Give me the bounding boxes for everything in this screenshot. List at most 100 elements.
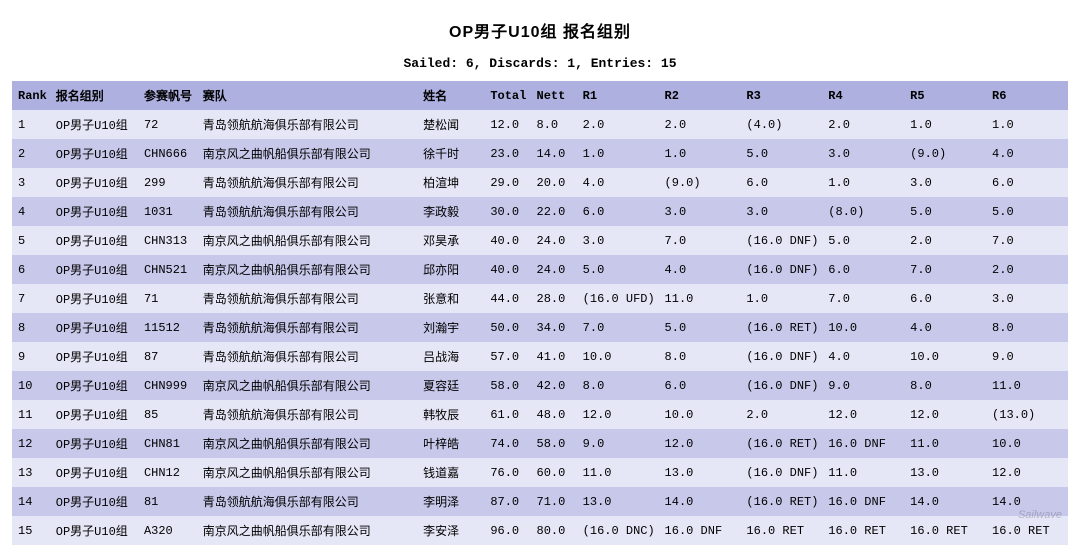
cell: OP男子U10组 bbox=[50, 400, 138, 429]
cell: OP男子U10组 bbox=[50, 342, 138, 371]
cell: 张意和 bbox=[417, 284, 484, 313]
cell: 8 bbox=[12, 313, 50, 342]
cell: 邓昊承 bbox=[417, 226, 484, 255]
cell: 6.0 bbox=[577, 197, 659, 226]
cell: 10.0 bbox=[986, 429, 1068, 458]
cell: 44.0 bbox=[484, 284, 530, 313]
cell: 11.0 bbox=[986, 371, 1068, 400]
cell: (8.0) bbox=[822, 197, 904, 226]
cell: OP男子U10组 bbox=[50, 255, 138, 284]
cell: 4.0 bbox=[986, 139, 1068, 168]
cell: 14.0 bbox=[659, 487, 741, 516]
cell: 7.0 bbox=[904, 255, 986, 284]
cell: 2.0 bbox=[740, 400, 822, 429]
col-r2: R2 bbox=[659, 81, 741, 110]
cell: OP男子U10组 bbox=[50, 516, 138, 545]
cell: 青岛领航航海俱乐部有限公司 bbox=[197, 313, 417, 342]
cell: 50.0 bbox=[484, 313, 530, 342]
cell: 10.0 bbox=[659, 400, 741, 429]
cell: CHN81 bbox=[138, 429, 197, 458]
cell: 夏容廷 bbox=[417, 371, 484, 400]
cell: (4.0) bbox=[740, 110, 822, 139]
cell: 13.0 bbox=[659, 458, 741, 487]
cell: 58.0 bbox=[484, 371, 530, 400]
cell: 韩牧辰 bbox=[417, 400, 484, 429]
cell: 24.0 bbox=[531, 255, 577, 284]
col-nett: Nett bbox=[531, 81, 577, 110]
cell: 76.0 bbox=[484, 458, 530, 487]
cell: 2.0 bbox=[659, 110, 741, 139]
cell: 3.0 bbox=[986, 284, 1068, 313]
cell: 4.0 bbox=[822, 342, 904, 371]
cell: 11.0 bbox=[822, 458, 904, 487]
cell: 青岛领航航海俱乐部有限公司 bbox=[197, 197, 417, 226]
cell: 9.0 bbox=[822, 371, 904, 400]
cell: 57.0 bbox=[484, 342, 530, 371]
cell: (16.0 RET) bbox=[740, 487, 822, 516]
cell: 74.0 bbox=[484, 429, 530, 458]
cell: 3.0 bbox=[659, 197, 741, 226]
cell: A320 bbox=[138, 516, 197, 545]
cell: 6 bbox=[12, 255, 50, 284]
cell: 23.0 bbox=[484, 139, 530, 168]
cell: 12.0 bbox=[484, 110, 530, 139]
cell: 12.0 bbox=[822, 400, 904, 429]
cell: 9.0 bbox=[986, 342, 1068, 371]
table-row: 2OP男子U10组CHN666南京风之曲帆船俱乐部有限公司徐千时23.014.0… bbox=[12, 139, 1068, 168]
cell: 60.0 bbox=[531, 458, 577, 487]
cell: 14.0 bbox=[986, 487, 1068, 516]
col-r3: R3 bbox=[740, 81, 822, 110]
cell: 15 bbox=[12, 516, 50, 545]
cell: 14 bbox=[12, 487, 50, 516]
cell: 30.0 bbox=[484, 197, 530, 226]
cell: 1.0 bbox=[659, 139, 741, 168]
cell: 13.0 bbox=[577, 487, 659, 516]
col-sail: 参赛帆号 bbox=[138, 81, 197, 110]
cell: 李安泽 bbox=[417, 516, 484, 545]
cell: 40.0 bbox=[484, 226, 530, 255]
cell: OP男子U10组 bbox=[50, 458, 138, 487]
cell: 5.0 bbox=[577, 255, 659, 284]
cell: 299 bbox=[138, 168, 197, 197]
cell: 1 bbox=[12, 110, 50, 139]
col-team: 赛队 bbox=[197, 81, 417, 110]
cell: 10.0 bbox=[904, 342, 986, 371]
cell: 3.0 bbox=[822, 139, 904, 168]
cell: 71.0 bbox=[531, 487, 577, 516]
cell: 南京风之曲帆船俱乐部有限公司 bbox=[197, 139, 417, 168]
cell: 2.0 bbox=[986, 255, 1068, 284]
col-r4: R4 bbox=[822, 81, 904, 110]
cell: (16.0 DNF) bbox=[740, 342, 822, 371]
cell: (16.0 RET) bbox=[740, 429, 822, 458]
cell: OP男子U10组 bbox=[50, 226, 138, 255]
table-row: 13OP男子U10组CHN12南京风之曲帆船俱乐部有限公司钱道嘉76.060.0… bbox=[12, 458, 1068, 487]
cell: 青岛领航航海俱乐部有限公司 bbox=[197, 110, 417, 139]
cell: (9.0) bbox=[659, 168, 741, 197]
cell: 1.0 bbox=[904, 110, 986, 139]
cell: 6.0 bbox=[822, 255, 904, 284]
page-subtitle: Sailed: 6, Discards: 1, Entries: 15 bbox=[12, 56, 1068, 71]
cell: 柏渲坤 bbox=[417, 168, 484, 197]
cell: 85 bbox=[138, 400, 197, 429]
cell: 42.0 bbox=[531, 371, 577, 400]
cell: 8.0 bbox=[531, 110, 577, 139]
cell: 80.0 bbox=[531, 516, 577, 545]
cell: 24.0 bbox=[531, 226, 577, 255]
cell: 34.0 bbox=[531, 313, 577, 342]
cell: 6.0 bbox=[904, 284, 986, 313]
cell: OP男子U10组 bbox=[50, 139, 138, 168]
cell: OP男子U10组 bbox=[50, 197, 138, 226]
cell: 吕战海 bbox=[417, 342, 484, 371]
cell: 青岛领航航海俱乐部有限公司 bbox=[197, 168, 417, 197]
cell: 李明泽 bbox=[417, 487, 484, 516]
cell: (16.0 DNF) bbox=[740, 226, 822, 255]
cell: 14.0 bbox=[904, 487, 986, 516]
cell: 5 bbox=[12, 226, 50, 255]
cell: OP男子U10组 bbox=[50, 429, 138, 458]
cell: 61.0 bbox=[484, 400, 530, 429]
cell: 8.0 bbox=[659, 342, 741, 371]
cell: 11512 bbox=[138, 313, 197, 342]
col-r5: R5 bbox=[904, 81, 986, 110]
cell: 4.0 bbox=[659, 255, 741, 284]
cell: 72 bbox=[138, 110, 197, 139]
